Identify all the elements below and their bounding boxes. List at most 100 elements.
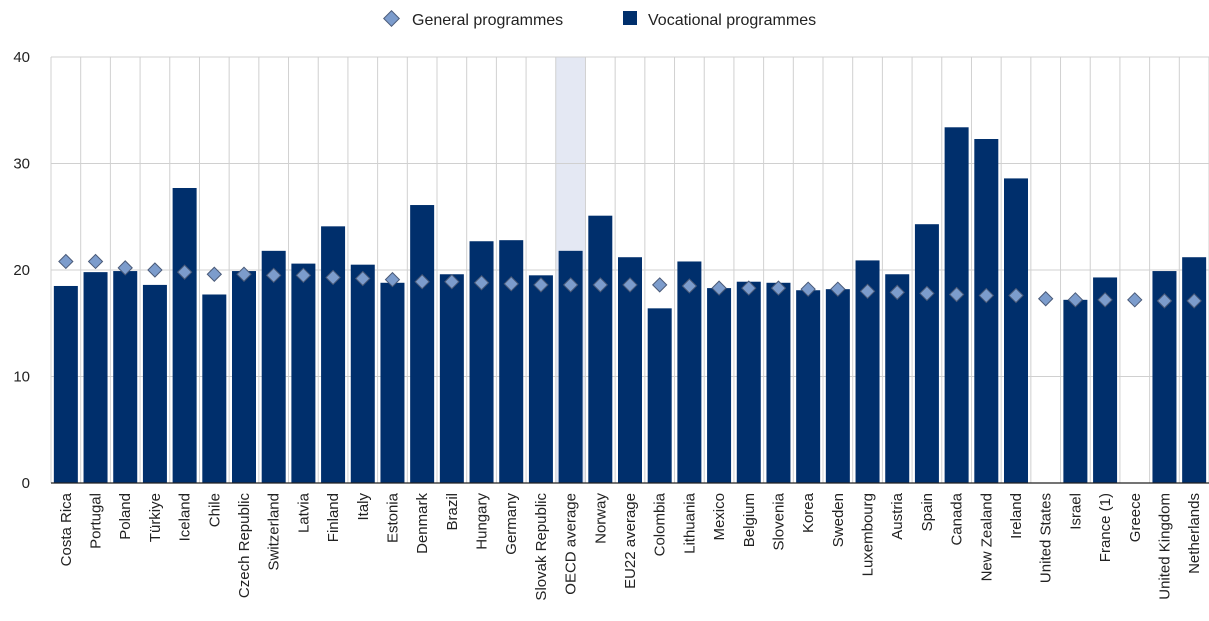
marker-general bbox=[414, 274, 430, 290]
marker-general bbox=[355, 270, 371, 287]
marker-general bbox=[1067, 292, 1084, 308]
marker-general bbox=[1127, 292, 1143, 308]
bar-vocational bbox=[944, 127, 969, 483]
bar-vocational bbox=[410, 205, 435, 483]
x-category-label: Austria bbox=[889, 492, 906, 539]
x-category-label: Netherlands bbox=[1186, 493, 1203, 574]
x-category-label: Colombia bbox=[652, 492, 669, 556]
bar-vocational bbox=[291, 263, 316, 483]
legend: General programmes Vocational programmes bbox=[383, 10, 816, 29]
x-category-label: Slovak Republic bbox=[533, 493, 550, 601]
bar-vocational bbox=[796, 290, 821, 483]
marker-general bbox=[681, 278, 698, 294]
marker-general bbox=[1186, 293, 1202, 309]
marker-general bbox=[651, 277, 668, 293]
bar-vocational bbox=[380, 282, 405, 483]
marker-general bbox=[236, 266, 252, 282]
bar-vocational bbox=[53, 285, 78, 483]
y-tick-label: 10 bbox=[13, 369, 30, 386]
bar-vocational bbox=[439, 274, 464, 483]
bar-vocational bbox=[618, 257, 642, 483]
x-category-label: Israel bbox=[1067, 493, 1084, 530]
bar-vocational bbox=[261, 250, 286, 483]
y-tick-label: 0 bbox=[22, 475, 30, 492]
label-layer: 0 10 20 30 40 Costa Rica Portugal Poland Türkiye… bbox=[13, 49, 1203, 601]
bar-vocational bbox=[677, 261, 702, 483]
x-category-label: Türkiye bbox=[147, 493, 164, 542]
x-category-label: Poland bbox=[117, 493, 134, 540]
bar-vocational bbox=[113, 271, 138, 483]
x-category-label: Denmark bbox=[414, 493, 431, 554]
marker-general bbox=[265, 267, 282, 284]
bar-vocational bbox=[1063, 299, 1088, 483]
marker-general bbox=[533, 277, 549, 293]
legend-diamond-marker bbox=[383, 10, 400, 27]
bar-vocational bbox=[825, 289, 850, 483]
x-category-label: Ireland bbox=[1008, 493, 1025, 539]
marker-general bbox=[800, 281, 816, 297]
x-category-label: Italy bbox=[355, 493, 372, 521]
marker-general bbox=[1097, 292, 1113, 308]
marker-general bbox=[384, 271, 401, 288]
bar-vocational bbox=[974, 139, 999, 483]
x-category-label: Brazil bbox=[444, 493, 461, 531]
bar-vocational bbox=[172, 187, 197, 483]
x-category-label: Estonia bbox=[384, 492, 401, 543]
marker-general bbox=[325, 269, 341, 286]
bar-vocational bbox=[736, 281, 761, 483]
bar-vocational bbox=[885, 274, 910, 483]
bar-vocational bbox=[588, 215, 613, 483]
x-category-label: OECD average bbox=[563, 493, 580, 595]
bar-vocational bbox=[766, 282, 791, 483]
marker-general bbox=[444, 274, 460, 290]
marker-general bbox=[1156, 293, 1173, 309]
x-category-label: Costa Rica bbox=[58, 492, 75, 566]
marker-general bbox=[1037, 291, 1054, 307]
x-category-label: Hungary bbox=[474, 493, 491, 550]
marker-general bbox=[830, 281, 846, 297]
marker-layer bbox=[58, 253, 1202, 309]
bar-vocational bbox=[707, 288, 732, 483]
marker-general bbox=[295, 267, 312, 284]
x-category-label: Sweden bbox=[830, 493, 847, 547]
x-category-label: Canada bbox=[949, 492, 966, 545]
x-category-label: France (1) bbox=[1097, 493, 1114, 562]
bar-layer bbox=[53, 127, 1207, 483]
marker-general bbox=[117, 260, 133, 276]
bar-vocational bbox=[350, 264, 375, 483]
marker-general bbox=[919, 285, 935, 302]
x-category-label: New Zealand bbox=[978, 493, 995, 581]
x-category-label: Spain bbox=[919, 493, 936, 531]
x-category-label: Korea bbox=[800, 492, 817, 533]
marker-general bbox=[176, 264, 193, 280]
x-category-label: Chile bbox=[206, 493, 223, 527]
x-category-label: Latvia bbox=[295, 492, 312, 533]
x-category-label: United Kingdom bbox=[1156, 493, 1173, 600]
x-category-label: Lithuania bbox=[681, 492, 698, 554]
bar-vocational bbox=[914, 224, 939, 483]
marker-general bbox=[562, 277, 579, 293]
bar-vocational bbox=[321, 226, 346, 483]
marker-general bbox=[592, 277, 609, 293]
x-category-label: Iceland bbox=[177, 493, 194, 541]
legend-bar-marker bbox=[623, 11, 637, 25]
x-category-label: Germany bbox=[503, 493, 520, 555]
marker-general bbox=[622, 277, 638, 293]
marker-general bbox=[1008, 287, 1024, 304]
x-category-label: Finland bbox=[325, 493, 342, 542]
y-tick-label: 40 bbox=[13, 49, 30, 66]
bar-vocational bbox=[1004, 178, 1028, 483]
y-tick-label: 20 bbox=[13, 262, 30, 279]
x-category-label: Belgium bbox=[741, 493, 758, 547]
marker-general bbox=[978, 287, 995, 304]
marker-general bbox=[473, 275, 490, 291]
marker-general bbox=[206, 266, 223, 282]
bar-vocational bbox=[1182, 257, 1207, 483]
grid-layer bbox=[50, 56, 1209, 483]
x-category-label: Czech Republic bbox=[236, 493, 253, 599]
x-category-label: Slovenia bbox=[770, 492, 787, 550]
bar-vocational bbox=[232, 271, 256, 483]
marker-general bbox=[87, 253, 104, 270]
x-category-label: Luxembourg bbox=[860, 493, 877, 576]
